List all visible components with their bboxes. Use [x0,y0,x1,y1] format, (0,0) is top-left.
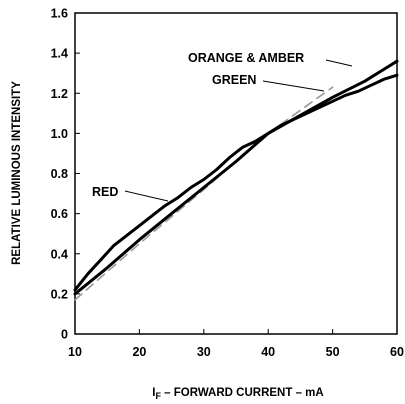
annotation-green: GREEN [212,73,325,92]
x-tick-label: 60 [390,345,404,359]
x-tick-label: 10 [68,345,82,359]
x-axis-title-prefix: I [152,387,155,399]
y-tick-label: 0.8 [51,167,68,181]
series-line-green [74,86,334,301]
x-axis-ticks: 10 20 30 40 50 60 [68,329,404,359]
y-tick-label: 0.6 [51,207,68,221]
y-tick-label: 0 [61,328,68,342]
x-tick-label: 50 [326,345,340,359]
x-tick-label: 20 [132,345,146,359]
annotation-red-label: RED [92,185,118,199]
plot-area [73,12,399,335]
annotation-red: RED [92,185,169,202]
annotation-orange-amber-leader [325,59,353,67]
annotation-green-label: GREEN [212,73,256,87]
series-line-orange-amber [73,59,399,296]
x-tick-label: 30 [197,345,211,359]
y-axis-title: RELATIVE LUMINOUS INTENSITY [11,81,23,265]
y-tick-label: 1.4 [51,47,68,61]
series-line-red [73,73,399,292]
y-tick-label: 0.2 [51,287,68,301]
x-axis-title-subscript: F [155,391,161,401]
x-axis-title: IF – FORWARD CURRENT – mA [152,387,323,401]
annotation-green-leader [262,80,325,92]
annotation-orange-amber: ORANGE & AMBER [188,51,353,67]
annotation-orange-amber-label: ORANGE & AMBER [188,51,304,65]
annotation-red-leader [124,190,169,202]
x-axis-title-rest: – FORWARD CURRENT – mA [161,387,324,399]
y-tick-label: 1.6 [51,7,68,21]
x-tick-label: 40 [261,345,275,359]
y-tick-label: 1.2 [51,87,68,101]
y-tick-label: 0.4 [51,247,68,261]
y-axis-ticks: 0 0.2 0.4 0.6 0.8 1.0 1.2 1.4 1.6 [51,7,80,342]
y-tick-label: 1.0 [51,127,68,141]
